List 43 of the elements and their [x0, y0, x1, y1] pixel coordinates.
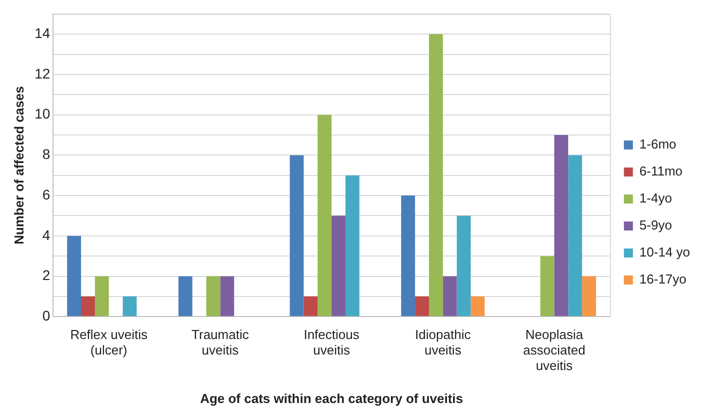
y-axis-title: Number of affected cases — [11, 86, 26, 244]
y-tick-label: 4 — [42, 226, 50, 243]
bar — [428, 34, 443, 316]
legend-label: 1-6mo — [639, 136, 676, 152]
x-axis-title: Age of cats within each category of uveitis — [200, 390, 464, 406]
bar — [332, 216, 346, 316]
legend-label: 1-4yo — [639, 190, 672, 206]
bar — [67, 236, 82, 316]
bar — [220, 276, 234, 316]
y-tick-label: 6 — [42, 186, 50, 202]
y-tick-label: 8 — [42, 146, 50, 162]
bar — [318, 114, 332, 316]
bar — [81, 296, 95, 316]
x-tick-label: Infectious uveitis — [304, 326, 360, 358]
bar — [582, 276, 596, 316]
bar — [540, 256, 554, 316]
bar — [568, 155, 582, 316]
bar — [401, 196, 416, 316]
bar — [304, 296, 318, 316]
y-tick-label: 2 — [42, 267, 50, 284]
y-tick-label: 14 — [34, 25, 50, 42]
y-tick-label: 10 — [34, 106, 50, 122]
y-tick-label: 0 — [42, 307, 50, 324]
x-tick-label: Neoplasia associated uveitis — [523, 326, 586, 374]
bar — [470, 296, 485, 316]
bar — [456, 216, 471, 316]
x-tick-label: Reflex uveitis (ulcer) — [70, 326, 148, 358]
x-tick-label: Traumatic uveitis — [192, 326, 250, 358]
bar — [345, 175, 360, 316]
legend-label: 10-14 yo — [639, 244, 690, 260]
bar — [94, 276, 109, 316]
legend-label: 6-11mo — [639, 164, 683, 179]
bar — [554, 135, 568, 316]
legend-label: 16-17yo — [639, 272, 686, 287]
legend-label: 5-9yo — [639, 218, 672, 233]
bar — [442, 276, 457, 316]
bar — [122, 296, 137, 316]
bar — [415, 296, 429, 316]
bar — [206, 276, 220, 316]
x-tick-label: Idiopathic uveitis — [415, 326, 472, 358]
bar — [290, 155, 304, 316]
bar — [178, 276, 192, 316]
y-tick-label: 12 — [34, 65, 50, 82]
